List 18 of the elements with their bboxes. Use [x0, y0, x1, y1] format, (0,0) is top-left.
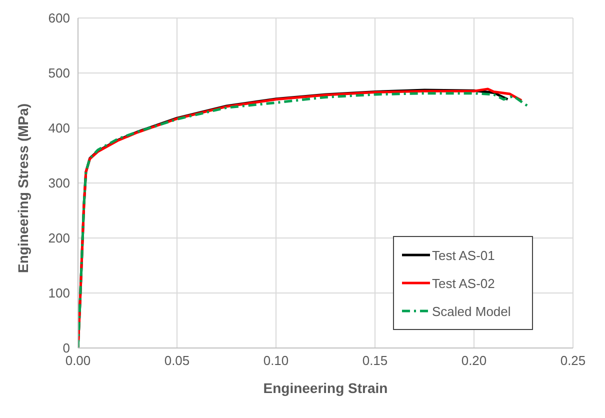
y-tick-label: 0: [62, 340, 70, 356]
y-tick-label: 100: [48, 286, 70, 301]
x-axis-title: Engineering Strain: [263, 380, 388, 396]
y-tick-label: 500: [48, 66, 70, 81]
legend-label: Test AS-02: [432, 276, 495, 290]
y-axis-title: Engineering Stress (MPa): [14, 103, 31, 273]
y-tick-label: 600: [48, 10, 70, 26]
x-tick-label: 0.05: [164, 353, 190, 368]
legend-label: Scaled Model: [432, 304, 511, 318]
x-tick-label: 0.00: [65, 353, 91, 368]
x-tick-label: 0.10: [263, 353, 289, 368]
x-tick-label: 0.20: [461, 353, 487, 368]
legend-label: Test AS-01: [432, 248, 495, 262]
x-tick-label: 0.15: [362, 353, 388, 368]
y-tick-label: 400: [48, 120, 70, 136]
y-tick-label: 300: [48, 176, 70, 191]
x-tick-label: 0.25: [560, 353, 586, 368]
y-tick-label: 200: [48, 230, 70, 246]
